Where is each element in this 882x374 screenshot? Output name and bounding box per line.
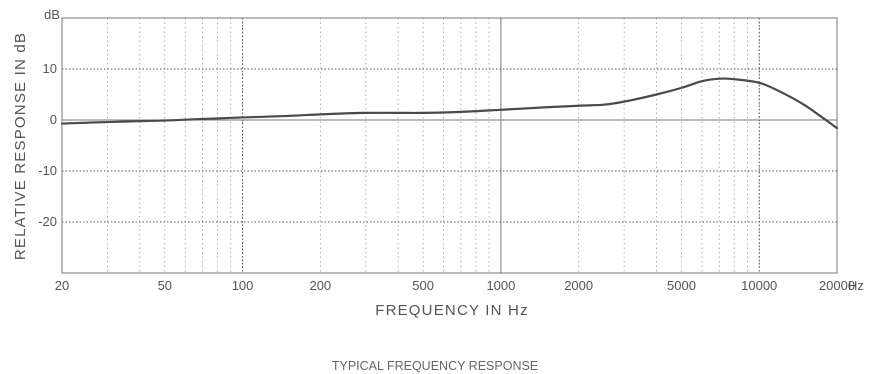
response-curve	[60, 77, 839, 130]
x-tick-label: 500	[412, 278, 434, 293]
y-tick-label: 0	[50, 112, 57, 127]
chart-title: TYPICAL FREQUENCY RESPONSE	[332, 359, 538, 373]
y-tick-label: -20	[38, 214, 57, 229]
y-tick-label: 10	[43, 61, 57, 76]
x-tick-label: 5000	[667, 278, 696, 293]
x-tick-label: 50	[158, 278, 172, 293]
x-tick-label: 100	[232, 278, 254, 293]
plot-frame	[61, 17, 838, 274]
minor-grid	[107, 18, 760, 273]
major-grid	[62, 18, 837, 273]
x-unit-label: Hz	[848, 278, 864, 293]
x-tick-labels: 20 50 100 200 500 1000 2000 5000 10000 20000	[55, 278, 855, 293]
x-axis-title: FREQUENCY IN Hz	[375, 302, 529, 319]
y-axis-title: RELATIVE RESPONSE IN dB	[12, 32, 29, 260]
x-tick-label: 2000	[564, 278, 593, 293]
x-tick-label: 20000	[819, 278, 855, 293]
x-tick-label: 20	[55, 278, 69, 293]
x-tick-label: 10000	[741, 278, 777, 293]
series-group	[60, 77, 839, 130]
y-unit-label: dB	[44, 7, 60, 22]
x-tick-label: 200	[309, 278, 331, 293]
y-tick-label: -10	[38, 163, 57, 178]
y-tick-labels: 10 0 -10 -20	[38, 61, 57, 229]
x-tick-label: 1000	[486, 278, 515, 293]
